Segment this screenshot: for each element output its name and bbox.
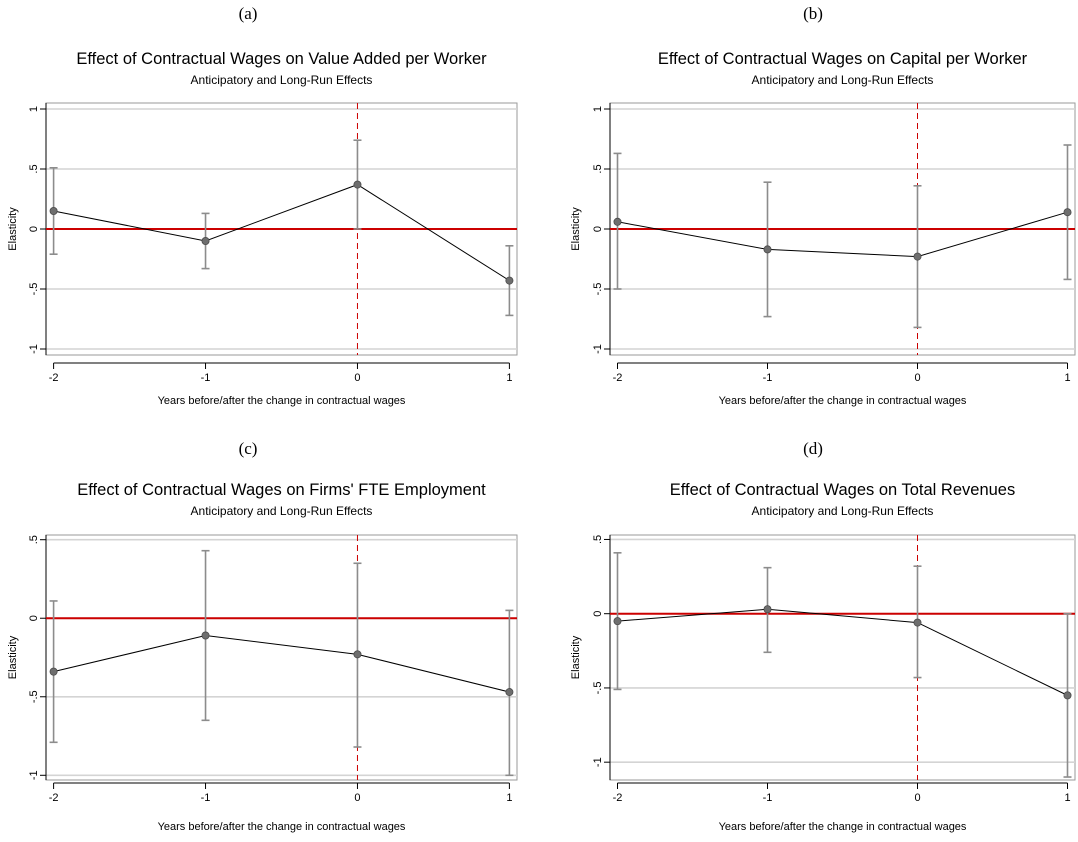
- panel-label: (b): [803, 4, 823, 23]
- y-axis-label: Elasticity: [570, 207, 582, 251]
- data-point: [201, 236, 210, 245]
- x-tick-label: -1: [201, 372, 211, 384]
- data-point: [613, 217, 622, 226]
- data-point: [913, 618, 922, 627]
- data-point: [505, 276, 514, 285]
- x-axis-label: Years before/after the change in contrac…: [158, 395, 406, 407]
- x-tick-label: 0: [914, 792, 920, 804]
- y-tick-label: 0: [28, 226, 40, 232]
- x-axis-label: Years before/after the change in contrac…: [719, 821, 967, 833]
- y-tick-label: .5: [592, 164, 604, 173]
- x-tick-label: -2: [613, 372, 623, 384]
- y-axis-label: Elasticity: [7, 635, 19, 679]
- chart-title: Effect of Contractual Wages on Firms' FT…: [77, 481, 486, 499]
- data-point: [353, 180, 362, 189]
- chart-subtitle: Anticipatory and Long-Run Effects: [191, 73, 373, 87]
- chart-panel-a: (a) Effect of Contractual Wages on Value …: [7, 4, 518, 407]
- data-point: [613, 617, 622, 626]
- plot-area: [45, 534, 518, 781]
- x-tick-label: 0: [354, 372, 360, 384]
- data-point: [1063, 208, 1072, 217]
- chart-subtitle: Anticipatory and Long-Run Effects: [191, 504, 373, 518]
- chart-subtitle: Anticipatory and Long-Run Effects: [752, 504, 934, 518]
- data-point: [353, 650, 362, 659]
- y-tick-label: -.5: [592, 283, 604, 296]
- x-axis-label: Years before/after the change in contrac…: [719, 395, 967, 407]
- panel-label: (a): [239, 4, 258, 23]
- data-point: [763, 605, 772, 614]
- y-tick-label: 0: [28, 615, 40, 621]
- y-tick-label: 1: [28, 106, 40, 112]
- panel-label: (c): [239, 439, 258, 458]
- data-point: [1063, 691, 1072, 700]
- series-line: [53, 635, 510, 693]
- y-tick-label: -1: [28, 770, 40, 780]
- x-tick-label: 1: [1064, 792, 1070, 804]
- y-tick-label: -.5: [28, 283, 40, 296]
- chart-panel-c: (c) Effect of Contractual Wages on Firms'…: [7, 439, 518, 833]
- chart-title: Effect of Contractual Wages on Value Add…: [76, 50, 487, 68]
- x-tick-label: -2: [613, 792, 623, 804]
- y-tick-label: -1: [592, 757, 604, 767]
- x-axis-label: Years before/after the change in contrac…: [158, 821, 406, 833]
- y-tick-label: -1: [28, 344, 40, 354]
- y-tick-label: -1: [592, 344, 604, 354]
- y-axis-label: Elasticity: [570, 635, 582, 679]
- data-point: [763, 245, 772, 254]
- y-tick-label: 0: [592, 226, 604, 232]
- x-tick-label: 1: [506, 372, 512, 384]
- x-tick-label: -1: [763, 792, 773, 804]
- data-point: [201, 631, 210, 640]
- y-tick-label: .5: [592, 535, 604, 544]
- x-tick-label: -1: [763, 372, 773, 384]
- x-tick-label: -1: [201, 792, 211, 804]
- chart-title: Effect of Contractual Wages on Total Rev…: [670, 481, 1015, 499]
- y-tick-label: .5: [28, 535, 40, 544]
- x-tick-label: -2: [49, 792, 59, 804]
- x-tick-label: -2: [49, 372, 59, 384]
- chart-title: Effect of Contractual Wages on Capital p…: [658, 50, 1028, 68]
- y-tick-label: .5: [28, 164, 40, 173]
- data-point: [505, 688, 514, 697]
- data-point: [49, 667, 58, 676]
- x-tick-label: 1: [506, 792, 512, 804]
- chart-panel-b: (b) Effect of Contractual Wages on Capita…: [570, 4, 1076, 407]
- y-tick-label: 1: [592, 106, 604, 112]
- panel-label: (d): [803, 439, 823, 458]
- x-tick-label: 0: [914, 372, 920, 384]
- plot-area: [609, 534, 1076, 781]
- chart-subtitle: Anticipatory and Long-Run Effects: [752, 73, 934, 87]
- series-line: [617, 608, 1068, 696]
- x-tick-label: 1: [1064, 372, 1070, 384]
- y-axis-label: Elasticity: [7, 207, 19, 251]
- data-point: [913, 252, 922, 261]
- y-tick-label: 0: [592, 611, 604, 617]
- x-tick-label: 0: [354, 792, 360, 804]
- y-tick-label: -.5: [28, 690, 40, 703]
- chart-panel-d: (d) Effect of Contractual Wages on Total …: [570, 439, 1076, 833]
- y-tick-label: -.5: [592, 682, 604, 695]
- data-point: [49, 206, 58, 215]
- series-line: [53, 184, 510, 282]
- series-line: [617, 211, 1068, 258]
